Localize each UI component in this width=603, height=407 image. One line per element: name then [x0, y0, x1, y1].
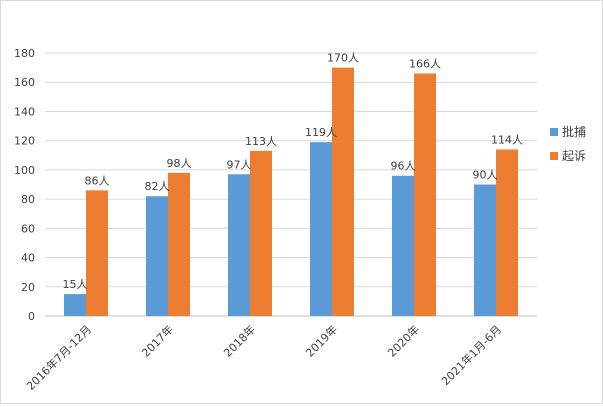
data-label: 98人 — [167, 157, 192, 170]
data-label: 15人 — [63, 278, 88, 291]
gridlines — [45, 52, 537, 317]
data-label: 86人 — [85, 174, 110, 187]
y-tick-label: 100 — [14, 164, 35, 177]
y-axis: 0 20 40 60 80 100 120 140 160 180 — [14, 47, 35, 323]
data-label: 96人 — [391, 160, 416, 173]
data-label: 114人 — [491, 133, 523, 146]
data-label: 170人 — [327, 52, 359, 65]
y-tick-label: 120 — [14, 135, 35, 148]
data-label: 166人 — [409, 57, 441, 70]
data-label: 90人 — [473, 169, 498, 182]
x-category-label: 2021年1月-6月 — [438, 322, 504, 388]
x-category-label: 2019年 — [303, 322, 340, 359]
data-label: 113人 — [245, 135, 277, 148]
y-tick-label: 180 — [14, 47, 35, 60]
bar-arrest — [392, 175, 414, 316]
y-tick-label: 160 — [14, 76, 35, 89]
bars — [64, 67, 518, 316]
y-tick-label: 20 — [21, 281, 35, 294]
y-tick-label: 140 — [14, 105, 35, 118]
x-category-label: 2020年 — [385, 322, 422, 359]
bar-prosecution — [414, 73, 436, 316]
data-label: 97人 — [227, 158, 252, 171]
y-tick-label: 80 — [21, 193, 35, 206]
x-category-label: 2016年7月-12月 — [23, 322, 94, 393]
bar-arrest — [310, 142, 332, 316]
y-tick-label: 0 — [28, 310, 35, 323]
bar-prosecution — [332, 67, 354, 316]
bar-arrest — [146, 196, 168, 316]
x-category-label: 2017年 — [139, 322, 176, 359]
x-category-label: 2018年 — [221, 322, 258, 359]
bar-prosecution — [86, 190, 108, 316]
bar-prosecution — [168, 172, 190, 316]
data-label: 119人 — [305, 126, 337, 139]
legend-label: 批捕 — [562, 124, 586, 139]
bar-arrest — [474, 184, 496, 316]
legend-swatch — [550, 152, 558, 160]
y-tick-label: 40 — [21, 252, 35, 265]
data-labels: 15人 86人 82人 98人 97人 113人 119人 170人 96人 166人 90人 114… — [63, 52, 524, 291]
bar-arrest — [228, 174, 250, 316]
bar-prosecution — [496, 149, 518, 316]
legend-label: 起诉 — [562, 149, 586, 163]
legend-swatch — [550, 128, 558, 136]
y-tick-label: 60 — [21, 222, 35, 235]
bar-prosecution — [250, 150, 272, 316]
x-axis: 2016年7月-12月 2017年 2018年 2019年 2020年 2021年1月-6… — [23, 322, 504, 393]
bar-arrest — [64, 294, 86, 316]
data-label: 82人 — [145, 180, 170, 193]
